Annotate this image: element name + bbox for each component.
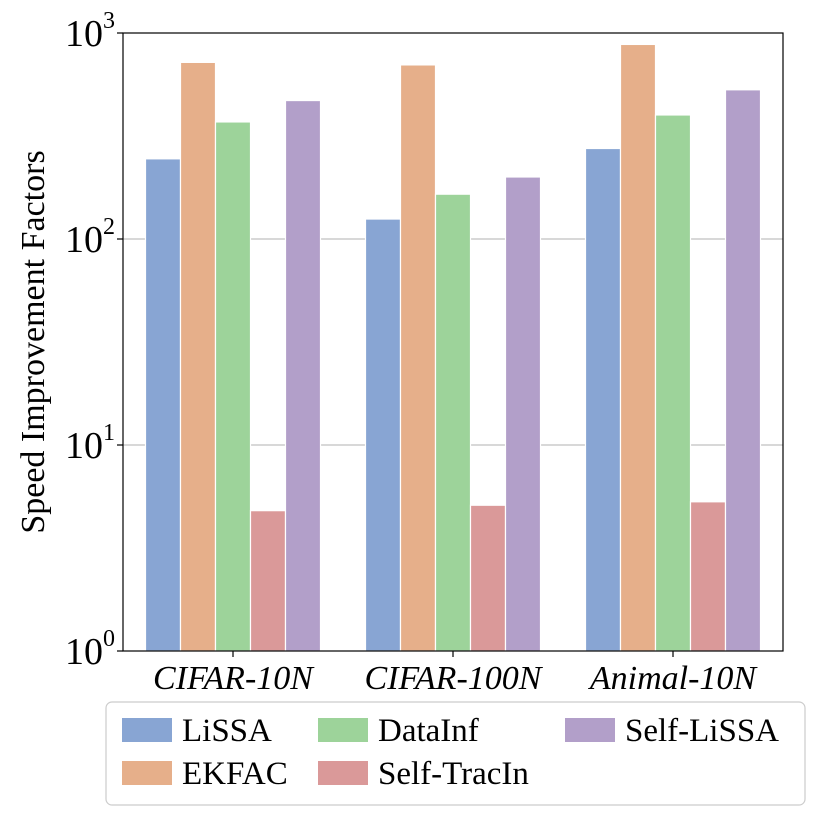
bar-datainf-animal-10n — [654, 114, 692, 652]
legend-label: LiSSA — [182, 713, 272, 749]
y-tick-label: 102 — [65, 214, 115, 261]
y-axis-ticks: 100 101 102 103 — [65, 8, 123, 673]
legend: LiSSA EKFAC DataInf Self-TracIn Self-LiSSA — [105, 701, 806, 806]
bar-ekfac-cifar-100n — [399, 64, 437, 652]
bar-self-tracin-cifar-10n — [249, 510, 287, 652]
legend-swatch — [122, 761, 172, 785]
legend-swatch — [122, 718, 172, 742]
y-tick-label: 100 — [65, 626, 115, 673]
legend-label: Self-LiSSA — [625, 713, 779, 749]
bar-series — [144, 43, 762, 652]
y-axis-label: Speed Improvement Factors — [15, 150, 52, 533]
x-axis-ticks: CIFAR-10N CIFAR-100N Animal-10N — [153, 651, 758, 697]
bar-self-lissa-cifar-10n — [284, 99, 322, 652]
legend-swatch — [318, 718, 368, 742]
bar-lissa-cifar-100n — [364, 218, 402, 652]
bar-lissa-cifar-10n — [144, 158, 182, 652]
y-tick-label: 103 — [65, 8, 115, 55]
legend-label: DataInf — [378, 713, 479, 749]
legend-frame — [105, 701, 806, 806]
x-tick-label: CIFAR-100N — [365, 660, 544, 697]
bar-datainf-cifar-100n — [434, 193, 472, 652]
bar-self-tracin-cifar-100n — [469, 504, 507, 652]
legend-swatch — [565, 718, 615, 742]
legend-swatch — [318, 761, 368, 785]
bar-ekfac-animal-10n — [619, 43, 657, 652]
y-tick-label: 101 — [65, 420, 115, 467]
x-tick-label: Animal-10N — [588, 660, 759, 697]
bar-lissa-animal-10n — [584, 147, 622, 652]
bar-ekfac-cifar-10n — [179, 61, 217, 652]
bar-self-lissa-animal-10n — [724, 89, 762, 652]
legend-label: Self-TracIn — [378, 756, 529, 792]
bar-self-tracin-animal-10n — [689, 501, 727, 652]
bar-datainf-cifar-10n — [214, 121, 252, 652]
bar-self-lissa-cifar-100n — [504, 176, 542, 652]
legend-label: EKFAC — [182, 756, 288, 792]
x-tick-label: CIFAR-10N — [153, 660, 315, 697]
